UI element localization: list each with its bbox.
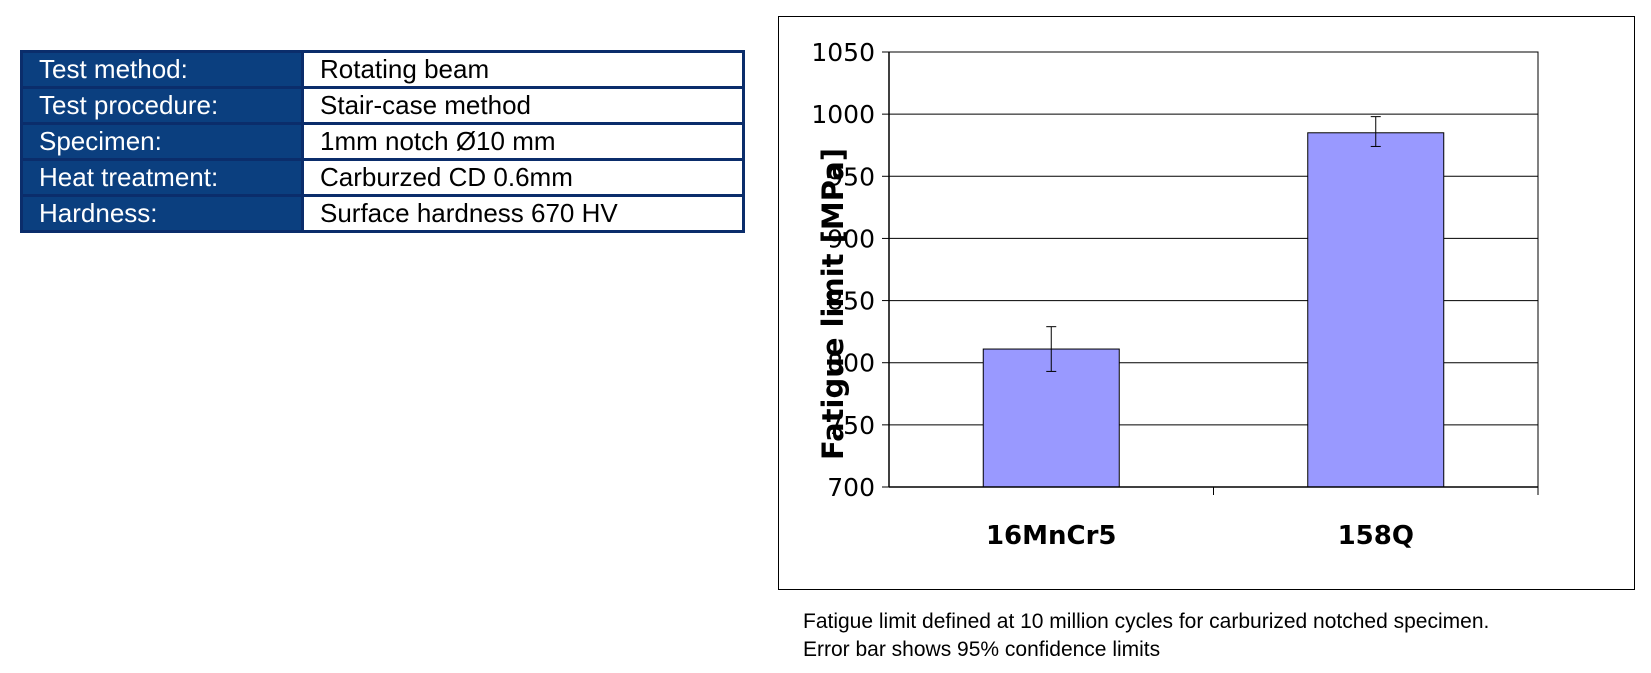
x-category-label: 158Q — [1338, 521, 1414, 551]
table-row: Test method: Rotating beam — [20, 50, 745, 89]
spec-key: Test procedure: — [20, 86, 304, 125]
spec-value: 1mm notch Ø10 mm — [301, 122, 745, 161]
y-tick-label: 750 — [827, 411, 875, 440]
y-tick-label: 700 — [827, 473, 875, 502]
fatigue-limit-bar-chart: 700 750 800 850 900 950 1000 1050 16MnCr5 158Q Fa… — [811, 38, 1539, 551]
y-tick-label: 800 — [827, 349, 875, 378]
table-row: Specimen: 1mm notch Ø10 mm — [20, 122, 745, 161]
caption-line: Error bar shows 95% confidence limits — [803, 638, 1161, 661]
caption-line: Fatigue limit defined at 10 million cycl… — [803, 610, 1490, 633]
spec-value: Rotating beam — [301, 50, 745, 89]
spec-key: Test method: — [20, 50, 304, 89]
table-row: Heat treatment: Carburzed CD 0.6mm — [20, 158, 745, 197]
spec-value: Carburzed CD 0.6mm — [301, 158, 745, 197]
spec-key: Heat treatment: — [20, 158, 304, 197]
test-spec-table: Test method: Rotating beam Test procedur… — [20, 50, 745, 233]
y-tick-label: 850 — [827, 287, 875, 316]
bar-layer — [982, 116, 1445, 488]
spec-value: Surface hardness 670 HV — [301, 194, 745, 233]
axis-layer: 700 750 800 850 900 950 1000 1050 16MnCr5 158Q — [811, 38, 1539, 551]
y-tick-label: 1000 — [811, 100, 875, 129]
y-tick-label: 950 — [827, 162, 875, 191]
y-axis-title: Fatigue limit [MPa] — [816, 148, 850, 460]
spec-value: Stair-case method — [301, 86, 745, 125]
table-row: Hardness: Surface hardness 670 HV — [20, 194, 745, 233]
spec-key: Specimen: — [20, 122, 304, 161]
figure-caption: Fatigue limit defined at 10 million cycl… — [803, 608, 1489, 664]
bar — [1307, 132, 1445, 488]
y-tick-label: 1050 — [811, 38, 875, 67]
spec-key: Hardness: — [20, 194, 304, 233]
table-row: Test procedure: Stair-case method — [20, 86, 745, 125]
spec-table-body: Test method: Rotating beam Test procedur… — [20, 50, 745, 233]
chart-frame: 700 750 800 850 900 950 1000 1050 16MnCr5 158Q Fa… — [778, 16, 1635, 590]
x-category-label: 16MnCr5 — [986, 521, 1117, 551]
y-tick-label: 900 — [827, 224, 875, 253]
